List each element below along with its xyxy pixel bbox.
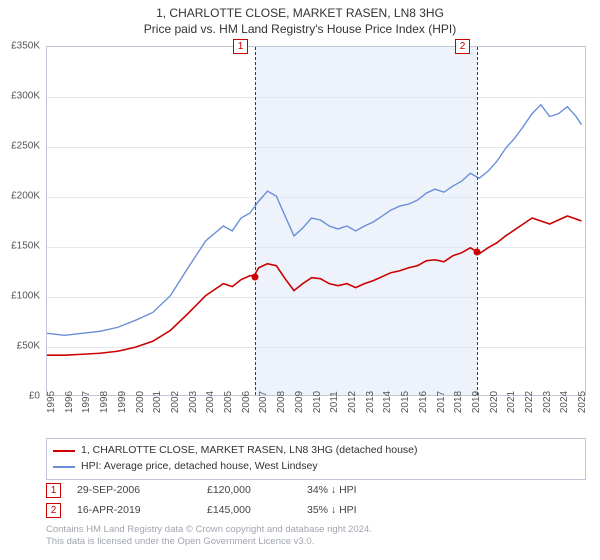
x-tick-label: 2007 [258, 391, 269, 413]
x-tick-label: 2025 [577, 391, 588, 413]
marker-price-1: £120,000 [207, 484, 307, 496]
x-tick-label: 1996 [64, 391, 75, 413]
y-tick-label: £350K [11, 41, 40, 52]
legend-swatch-hpi [53, 466, 75, 468]
series-hpi [47, 105, 582, 336]
legend-label-hpi: HPI: Average price, detached house, West… [81, 459, 318, 475]
x-tick-label: 1998 [99, 391, 110, 413]
x-tick-label: 2006 [241, 391, 252, 413]
x-tick-label: 1999 [117, 391, 128, 413]
line-layer [47, 47, 585, 395]
chart-container: 1, CHARLOTTE CLOSE, MARKET RASEN, LN8 3H… [0, 0, 600, 560]
x-tick-label: 2001 [152, 391, 163, 413]
marker-box-plot: 2 [455, 39, 470, 54]
y-tick-label: £0 [29, 391, 40, 402]
y-tick-label: £50K [17, 341, 40, 352]
x-tick-label: 2019 [471, 391, 482, 413]
x-tick-label: 2008 [276, 391, 287, 413]
x-tick-label: 2020 [489, 391, 500, 413]
marker-vline [255, 47, 256, 395]
x-tick-label: 2022 [524, 391, 535, 413]
x-tick-label: 2021 [506, 391, 517, 413]
legend-row-property: 1, CHARLOTTE CLOSE, MARKET RASEN, LN8 3H… [53, 443, 579, 459]
x-tick-label: 2000 [135, 391, 146, 413]
footer-line-1: Contains HM Land Registry data © Crown c… [46, 524, 586, 536]
x-tick-label: 2014 [382, 391, 393, 413]
x-tick-label: 2003 [188, 391, 199, 413]
marker-dot [474, 249, 481, 256]
legend: 1, CHARLOTTE CLOSE, MARKET RASEN, LN8 3H… [46, 438, 586, 480]
legend-row-hpi: HPI: Average price, detached house, West… [53, 459, 579, 475]
marker-num-1: 1 [46, 483, 61, 498]
x-tick-label: 2024 [559, 391, 570, 413]
plot-area: 12 [46, 46, 586, 396]
x-tick-label: 2013 [365, 391, 376, 413]
chart-subtitle: Price paid vs. HM Land Registry's House … [0, 22, 600, 36]
x-axis: 1995199619971998199920002001200220032004… [46, 398, 586, 432]
x-tick-label: 2002 [170, 391, 181, 413]
x-tick-label: 2023 [542, 391, 553, 413]
marker-row-2: 2 16-APR-2019 £145,000 35% ↓ HPI [46, 500, 586, 520]
chart-title: 1, CHARLOTTE CLOSE, MARKET RASEN, LN8 3H… [0, 6, 600, 20]
series-property [47, 216, 582, 355]
legend-swatch-property [53, 450, 75, 452]
x-tick-label: 2004 [205, 391, 216, 413]
footer-line-2: This data is licensed under the Open Gov… [46, 536, 586, 548]
marker-date-1: 29-SEP-2006 [77, 484, 207, 496]
x-tick-label: 2016 [418, 391, 429, 413]
x-tick-label: 1997 [81, 391, 92, 413]
y-tick-label: £300K [11, 91, 40, 102]
y-tick-label: £150K [11, 241, 40, 252]
y-tick-label: £250K [11, 141, 40, 152]
x-tick-label: 2018 [453, 391, 464, 413]
x-tick-label: 2005 [223, 391, 234, 413]
footer-attribution: Contains HM Land Registry data © Crown c… [46, 524, 586, 549]
marker-date-2: 16-APR-2019 [77, 504, 207, 516]
y-tick-label: £200K [11, 191, 40, 202]
marker-dot [252, 274, 259, 281]
marker-table: 1 29-SEP-2006 £120,000 34% ↓ HPI 2 16-AP… [46, 480, 586, 520]
marker-price-2: £145,000 [207, 504, 307, 516]
title-block: 1, CHARLOTTE CLOSE, MARKET RASEN, LN8 3H… [0, 0, 600, 36]
y-tick-label: £100K [11, 291, 40, 302]
x-tick-label: 2010 [312, 391, 323, 413]
x-tick-label: 1995 [46, 391, 57, 413]
x-tick-label: 2017 [436, 391, 447, 413]
marker-row-1: 1 29-SEP-2006 £120,000 34% ↓ HPI [46, 480, 586, 500]
x-tick-label: 2009 [294, 391, 305, 413]
marker-pct-2: 35% ↓ HPI [307, 504, 407, 516]
marker-box-plot: 1 [233, 39, 248, 54]
legend-label-property: 1, CHARLOTTE CLOSE, MARKET RASEN, LN8 3H… [81, 443, 418, 459]
x-tick-label: 2012 [347, 391, 358, 413]
x-tick-label: 2015 [400, 391, 411, 413]
marker-pct-1: 34% ↓ HPI [307, 484, 407, 496]
y-axis: £0£50K£100K£150K£200K£250K£300K£350K [0, 46, 44, 396]
marker-num-2: 2 [46, 503, 61, 518]
marker-vline [477, 47, 478, 395]
x-tick-label: 2011 [329, 391, 340, 413]
